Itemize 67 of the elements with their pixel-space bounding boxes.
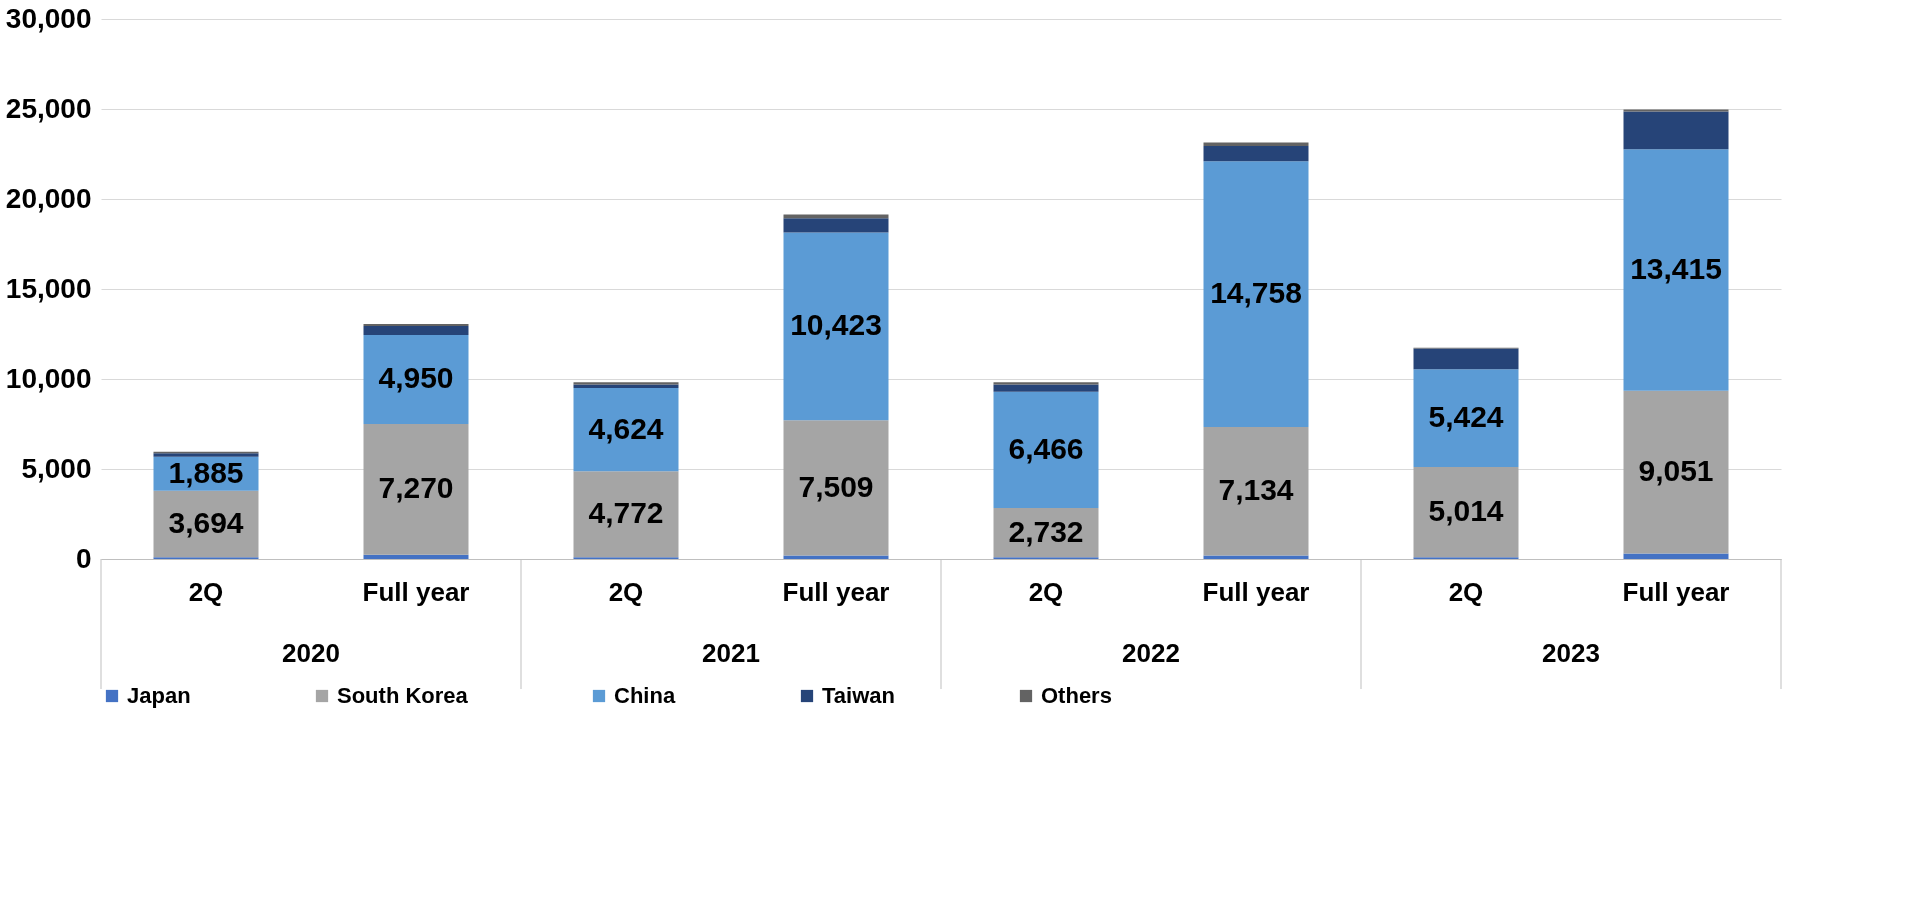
bar: [1203, 161, 1309, 427]
x-tick-label: 2Q: [608, 576, 644, 607]
bar: [1623, 111, 1729, 150]
bar: [783, 232, 889, 421]
x-tick-label: 2Q: [1028, 576, 1064, 607]
text: 2020: [282, 638, 340, 668]
data-label: 3,694: [168, 505, 244, 539]
bar: [1203, 142, 1309, 147]
bar: [1203, 426, 1309, 556]
data-label: 10,423: [790, 308, 882, 342]
data-label: 6,466: [1008, 431, 1084, 465]
data-label: 9,051: [1638, 454, 1714, 488]
text: 2021: [702, 638, 760, 668]
data-label: 1,885: [168, 455, 244, 489]
bar: [363, 334, 469, 424]
y-tick-label: 20,000: [5, 182, 92, 214]
data-label: 5,424: [1428, 400, 1504, 434]
bar: [993, 382, 1099, 385]
bar: [363, 325, 469, 335]
bar: [1623, 553, 1729, 559]
y-tick-label: 10,000: [5, 362, 92, 394]
x-tick-label: Full year: [362, 576, 470, 607]
bar: [573, 382, 679, 385]
data-label: 4,950: [378, 361, 454, 395]
data-label: 14,758: [1210, 276, 1302, 310]
data-label: 2,732: [1008, 514, 1084, 548]
bar: [1413, 369, 1519, 467]
data-label: 4,624: [588, 411, 664, 445]
x-tick-label: Full year: [782, 576, 890, 607]
bar: [573, 384, 679, 389]
bar: [993, 391, 1099, 509]
legend-label: Japan: [127, 683, 191, 708]
bar: [1413, 348, 1519, 370]
legend-label: China: [614, 683, 676, 708]
bar: [993, 384, 1099, 392]
bar: [573, 471, 679, 558]
x-tick-label: 2Q: [1448, 576, 1484, 607]
bar: [1623, 390, 1729, 554]
y-tick-label: 5,000: [21, 452, 92, 484]
legend-label: Taiwan: [822, 683, 895, 708]
data-label: 7,509: [798, 469, 874, 503]
x-tick-label: Full year: [1622, 576, 1730, 607]
data-label: 7,134: [1218, 473, 1294, 507]
data-label: 13,415: [1630, 251, 1722, 285]
bar: [1203, 146, 1309, 162]
bar: [363, 554, 469, 559]
bar: [1413, 466, 1519, 558]
bar: [783, 218, 889, 233]
legend-label: South Korea: [337, 683, 469, 708]
bar: [363, 424, 469, 555]
bar: [783, 420, 889, 556]
text: 2023: [1542, 638, 1600, 668]
text: 2022: [1122, 638, 1180, 668]
bar: [1623, 149, 1729, 391]
x-tick-label: 2Q: [188, 576, 224, 607]
bar: [1203, 555, 1309, 559]
y-tick-label: 0: [75, 542, 92, 574]
x-tick-label: Full year: [1202, 576, 1310, 607]
bar: [573, 388, 679, 472]
data-label: 5,014: [1428, 494, 1504, 528]
data-label: 7,270: [378, 471, 454, 505]
y-tick-label: 25,000: [5, 92, 92, 124]
y-tick-label: 15,000: [5, 272, 92, 304]
legend-label: Others: [1041, 683, 1112, 708]
data-label: 4,772: [588, 496, 664, 530]
bar: [783, 555, 889, 559]
y-tick-label: 30,000: [5, 2, 92, 34]
